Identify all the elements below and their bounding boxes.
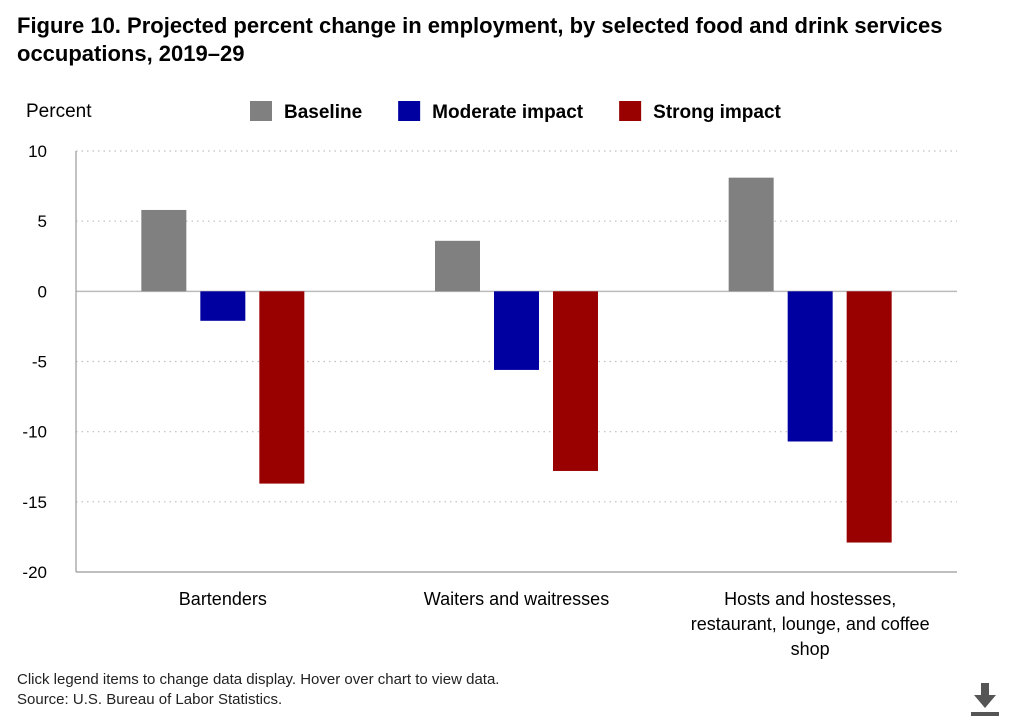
y-tick-label: -15 xyxy=(22,493,47,512)
bar[interactable]: Baseline: 3.6 xyxy=(435,240,480,292)
legend-item[interactable]: Baseline xyxy=(250,101,362,123)
download-icon xyxy=(971,683,999,716)
legend-swatch xyxy=(250,101,272,121)
y-tick-label: 0 xyxy=(38,282,47,301)
x-axis: Bartenders Waiters and waitresses Hosts an… xyxy=(179,589,930,659)
bar[interactable]: Baseline: 8.1 xyxy=(728,177,774,292)
x-tick-label: shop xyxy=(791,639,830,659)
bar[interactable]: Moderate impact: -5.6 xyxy=(494,291,539,370)
y-tick-label: -10 xyxy=(22,423,47,442)
y-tick-label: -20 xyxy=(22,563,47,582)
legend-label: Baseline xyxy=(284,102,362,123)
x-tick-label: Waiters and waitresses xyxy=(424,589,609,609)
legend: Baseline Moderate impact Strong impact xyxy=(250,101,782,123)
legend-swatch xyxy=(398,101,421,121)
bar[interactable]: Moderate impact: -10.7 xyxy=(787,291,833,442)
y-axis: 10 5 0 -5 -10 -15 -20 xyxy=(22,142,957,582)
bar[interactable]: Strong impact: -12.8 xyxy=(553,291,598,471)
footer-note: Click legend items to change data displa… xyxy=(17,671,500,688)
legend-item[interactable]: Strong impact xyxy=(619,101,782,123)
y-axis-label: Percent xyxy=(26,101,92,122)
legend-label: Moderate impact xyxy=(432,102,584,123)
footer: Click legend items to change data displa… xyxy=(17,670,499,710)
bar[interactable]: Strong impact: -13.7 xyxy=(259,291,305,484)
legend-label: Strong impact xyxy=(653,102,781,123)
y-tick-label: 10 xyxy=(28,142,47,161)
x-tick-label: restaurant, lounge, and coffee xyxy=(691,614,930,634)
source-note: Source: U.S. Bureau of Labor Statistics. xyxy=(17,691,283,708)
y-tick-label: -5 xyxy=(32,353,47,372)
y-tick-label: 5 xyxy=(38,212,47,231)
bar[interactable]: Moderate impact: -2.1 xyxy=(200,291,246,321)
bar[interactable]: Baseline: 5.8 xyxy=(141,209,187,292)
chart-title: Figure 10. Projected percent change in e… xyxy=(17,13,943,66)
legend-swatch xyxy=(619,101,642,121)
legend-item[interactable]: Moderate impact xyxy=(398,101,584,123)
download-button[interactable] xyxy=(966,680,1006,720)
bars: Baseline: 5.8 Baseline: 3.6 Baseline: 8.1 M… xyxy=(141,177,892,543)
bar[interactable]: Strong impact: -17.9 xyxy=(846,291,892,543)
x-tick-label: Bartenders xyxy=(179,589,267,609)
x-tick-label: Hosts and hostesses, xyxy=(724,589,896,609)
